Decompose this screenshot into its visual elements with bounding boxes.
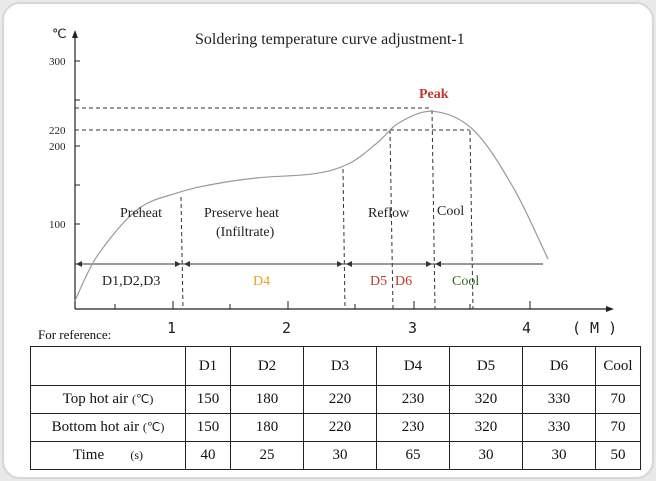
- zone-label-d1-d3: D1,D2,D3: [102, 274, 160, 289]
- cell: 150: [185, 413, 231, 442]
- header-cell: D5: [449, 346, 523, 386]
- cell: 320: [449, 385, 523, 414]
- row-label: Bottom hot air (℃): [30, 413, 186, 442]
- header-cell: D3: [303, 346, 377, 386]
- zone-label-d4: D4: [253, 274, 270, 289]
- y-axis-arrow-icon: [72, 30, 78, 38]
- chart-title: Soldering temperature curve adjustment-1: [195, 31, 465, 48]
- row-label: Top hot air (℃): [30, 385, 186, 414]
- cell: 30: [303, 441, 377, 470]
- zone-label-d5: D5: [370, 274, 387, 289]
- cell: 320: [449, 413, 523, 442]
- cell: 180: [230, 385, 304, 414]
- cell: 70: [595, 385, 641, 414]
- y-unit-label: ℃: [52, 26, 67, 41]
- x-tick-label: 3: [408, 319, 417, 337]
- cell: 70: [595, 413, 641, 442]
- header-cell: Cool: [595, 346, 641, 386]
- y-tick-label: 200: [49, 141, 66, 153]
- header-cell: D1: [185, 346, 231, 386]
- cell: 230: [376, 413, 450, 442]
- x-axis-arrow-icon: [606, 306, 614, 312]
- cell: 30: [522, 441, 596, 470]
- cell: 220: [303, 385, 377, 414]
- cell: 230: [376, 385, 450, 414]
- cell: 40: [185, 441, 231, 470]
- guide-lines: [75, 107, 474, 310]
- table-row: Bottom hot air (℃) 150 180 220 230 320 3…: [30, 413, 641, 442]
- y-tick-label: 100: [49, 219, 66, 231]
- header-cell: D4: [376, 346, 450, 386]
- y-tick-label: 300: [49, 56, 66, 68]
- peak-label: Peak: [419, 87, 449, 102]
- temperature-curve: [74, 110, 549, 301]
- y-tick-label: 220: [49, 125, 66, 137]
- x-ticks: [114, 301, 531, 309]
- reference-table: D1 D2 D3 D4 D5 D6 Cool Top hot air (℃) 1…: [30, 346, 641, 470]
- phase-label-preserve-heat: Preserve heat: [204, 206, 279, 221]
- cell: 30: [449, 441, 523, 470]
- cell: 150: [185, 385, 231, 414]
- phase-label-preheat: Preheat: [120, 206, 162, 221]
- table-header-row: D1 D2 D3 D4 D5 D6 Cool: [30, 346, 641, 386]
- zone-label-cool: Cool: [452, 274, 479, 289]
- zone-label-d6: D6: [395, 274, 412, 289]
- x-tick-label: 2: [282, 319, 291, 337]
- cell: 330: [522, 385, 596, 414]
- x-tick-label: 4: [522, 319, 531, 337]
- cell: 65: [376, 441, 450, 470]
- phase-label-cool: Cool: [437, 204, 464, 219]
- table-row: Top hot air (℃) 150 180 220 230 320 330 …: [30, 385, 641, 414]
- header-cell: D6: [522, 346, 596, 386]
- row-label: Time (s): [30, 441, 186, 470]
- cell: 50: [595, 441, 641, 470]
- x-tick-label: 1: [167, 319, 176, 337]
- x-unit-label: ( M ): [572, 319, 617, 337]
- table-row: Time (s) 40 25 30 65 30 30 50: [30, 441, 641, 470]
- y-ticks: [75, 60, 80, 225]
- cell: 180: [230, 413, 304, 442]
- zone-arrows: [76, 261, 441, 267]
- phase-label-infiltrate: (Infiltrate): [216, 225, 275, 240]
- cell: 220: [303, 413, 377, 442]
- reference-label: For reference:: [38, 327, 112, 342]
- cell: 25: [230, 441, 304, 470]
- header-cell: [30, 346, 186, 386]
- header-cell: D2: [230, 346, 304, 386]
- cell: 330: [522, 413, 596, 442]
- phase-label-reflow: Reflow: [368, 206, 410, 221]
